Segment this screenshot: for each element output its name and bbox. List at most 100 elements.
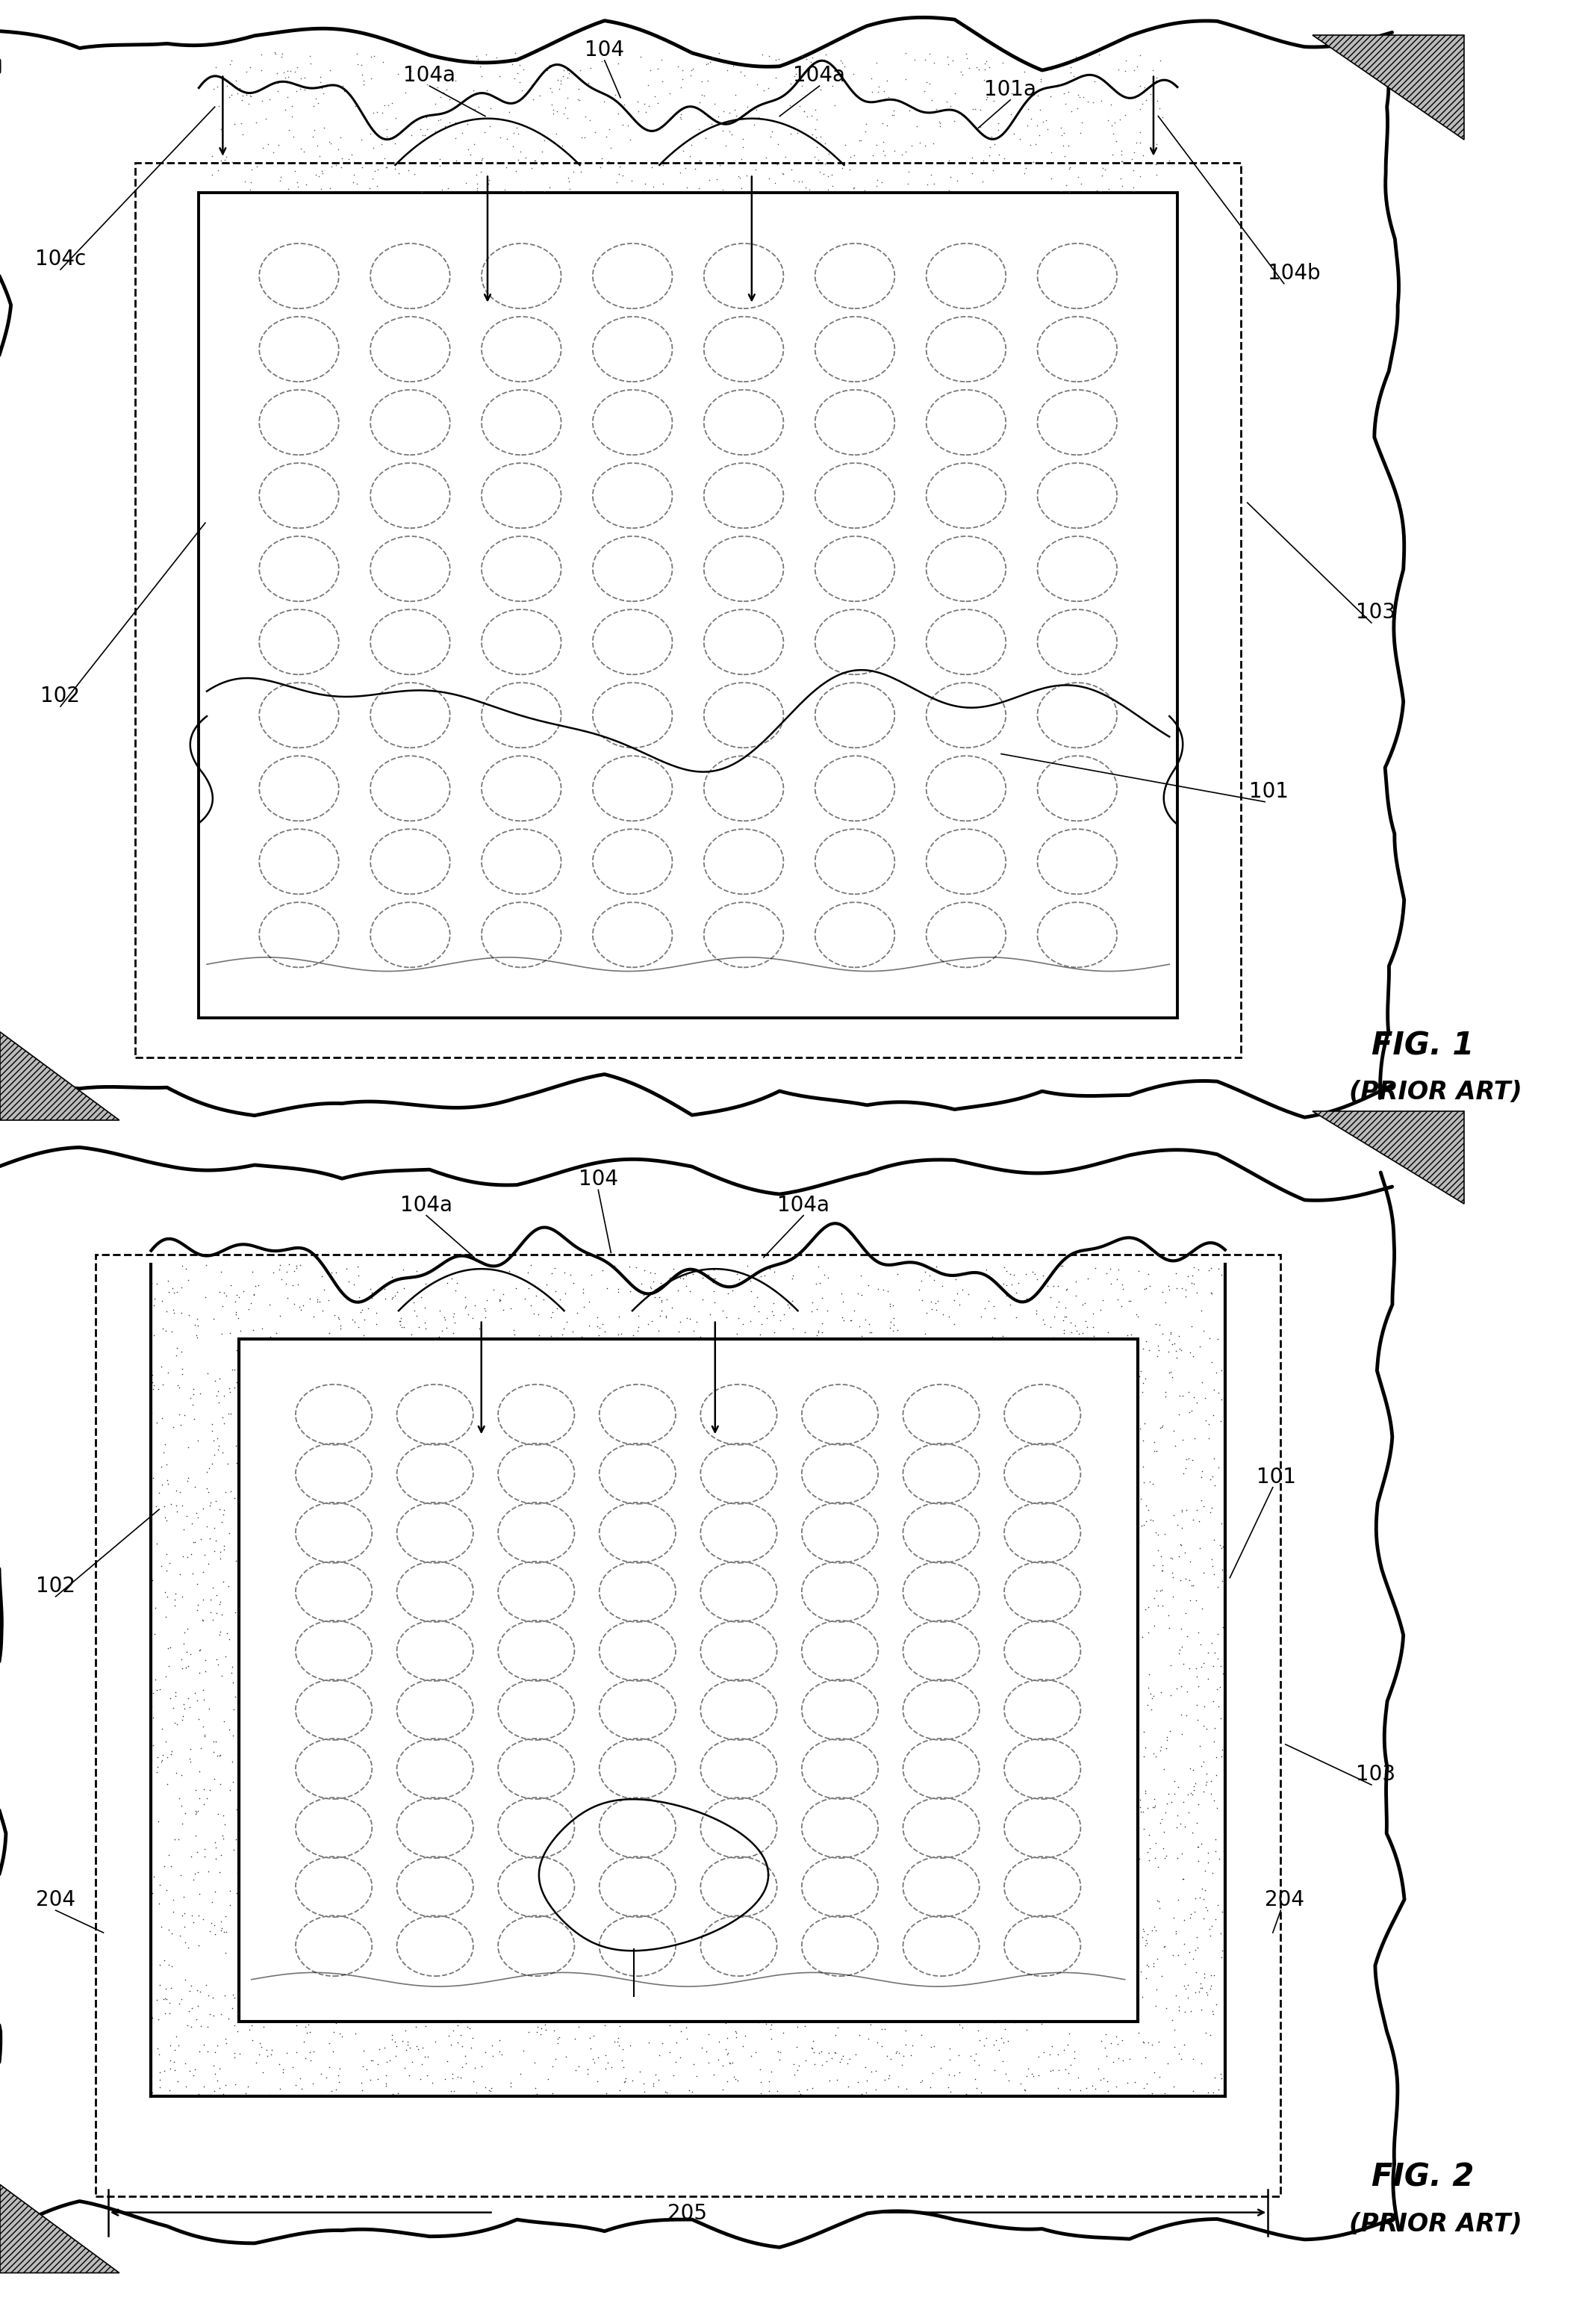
Point: [781, 2045, 807, 2082]
Point: [224, 1332, 250, 1369]
Point: [202, 1873, 228, 1910]
Point: [282, 1253, 307, 1290]
Point: [1126, 1808, 1152, 1845]
Point: [140, 2073, 165, 2110]
Point: [972, 1290, 998, 1327]
Point: [350, 149, 375, 186]
Point: [304, 79, 329, 116]
Point: [813, 2043, 838, 2080]
Point: [1201, 1522, 1227, 1559]
Point: [439, 1260, 465, 1297]
Point: [140, 1315, 165, 1353]
Point: [145, 1752, 170, 1789]
Point: [1188, 1292, 1214, 1329]
Point: [350, 65, 375, 102]
Point: [181, 1469, 207, 1506]
Point: [326, 130, 352, 167]
Point: [180, 1896, 205, 1934]
Point: [1200, 1855, 1225, 1892]
Point: [364, 167, 390, 205]
Point: [870, 123, 896, 160]
Point: [173, 1650, 199, 1687]
Text: 103: 103: [1356, 602, 1395, 623]
Point: [676, 2071, 702, 2108]
Point: [908, 2017, 934, 2054]
Point: [859, 74, 885, 112]
Point: [1144, 144, 1169, 181]
Point: [1147, 1673, 1173, 1710]
Point: [988, 2020, 1013, 2057]
Point: [286, 1287, 312, 1325]
Point: [197, 1487, 223, 1525]
Point: [465, 165, 490, 202]
Point: [154, 1629, 180, 1666]
Point: [156, 1945, 181, 1982]
Point: [1150, 1929, 1176, 1966]
Point: [791, 93, 816, 130]
Point: [1060, 93, 1085, 130]
Point: [318, 125, 344, 163]
Point: [1212, 1929, 1238, 1966]
Point: [170, 1538, 196, 1576]
Point: [959, 156, 985, 193]
Point: [1158, 1783, 1184, 1820]
Point: [1173, 1945, 1198, 1982]
Point: [441, 2073, 466, 2110]
Point: [971, 163, 996, 200]
Point: [158, 1736, 183, 1773]
Point: [207, 1615, 232, 1652]
Point: [819, 67, 845, 105]
Point: [581, 2043, 606, 2080]
Point: [1173, 1971, 1198, 2008]
Point: [1161, 1762, 1187, 1799]
Point: [649, 1283, 675, 1320]
Point: [950, 56, 975, 93]
Polygon shape: [1313, 1111, 1464, 1204]
Point: [1149, 1957, 1174, 1994]
Point: [1206, 1687, 1231, 1724]
Point: [710, 172, 735, 209]
Point: [687, 1318, 713, 1355]
Point: [348, 121, 374, 158]
Point: [1128, 1353, 1153, 1390]
Point: [138, 1353, 164, 1390]
Point: [1155, 1722, 1181, 1759]
Point: [199, 1406, 224, 1443]
Point: [1133, 2038, 1158, 2075]
Point: [1192, 1871, 1217, 1908]
Point: [1013, 2010, 1039, 2047]
Point: [177, 1973, 202, 2010]
Point: [940, 42, 966, 79]
Point: [348, 2064, 374, 2101]
Point: [1166, 1538, 1192, 1576]
Point: [177, 1636, 202, 1673]
Point: [1208, 1669, 1233, 1706]
Point: [170, 1878, 196, 1915]
Point: [309, 2054, 334, 2092]
Point: [578, 102, 603, 139]
Point: [1138, 1462, 1163, 1499]
Point: [476, 2071, 501, 2108]
Point: [683, 151, 708, 188]
Point: [473, 1299, 498, 1336]
Point: [1208, 1699, 1233, 1736]
Point: [191, 1901, 216, 1938]
Point: [560, 1264, 585, 1301]
Point: [810, 1313, 835, 1350]
Point: [978, 119, 1004, 156]
Point: [1142, 1824, 1168, 1862]
Point: [1184, 1583, 1209, 1620]
Point: [566, 81, 592, 119]
Point: [199, 156, 224, 193]
Point: [936, 172, 961, 209]
Point: [369, 95, 395, 132]
Point: [161, 1292, 186, 1329]
Point: [872, 2061, 897, 2099]
Point: [221, 2038, 247, 2075]
Point: [698, 105, 724, 142]
Point: [1184, 1274, 1209, 1311]
Point: [1200, 1648, 1225, 1685]
Point: [200, 1734, 226, 1771]
Point: [185, 1320, 210, 1357]
Point: [186, 1780, 212, 1817]
